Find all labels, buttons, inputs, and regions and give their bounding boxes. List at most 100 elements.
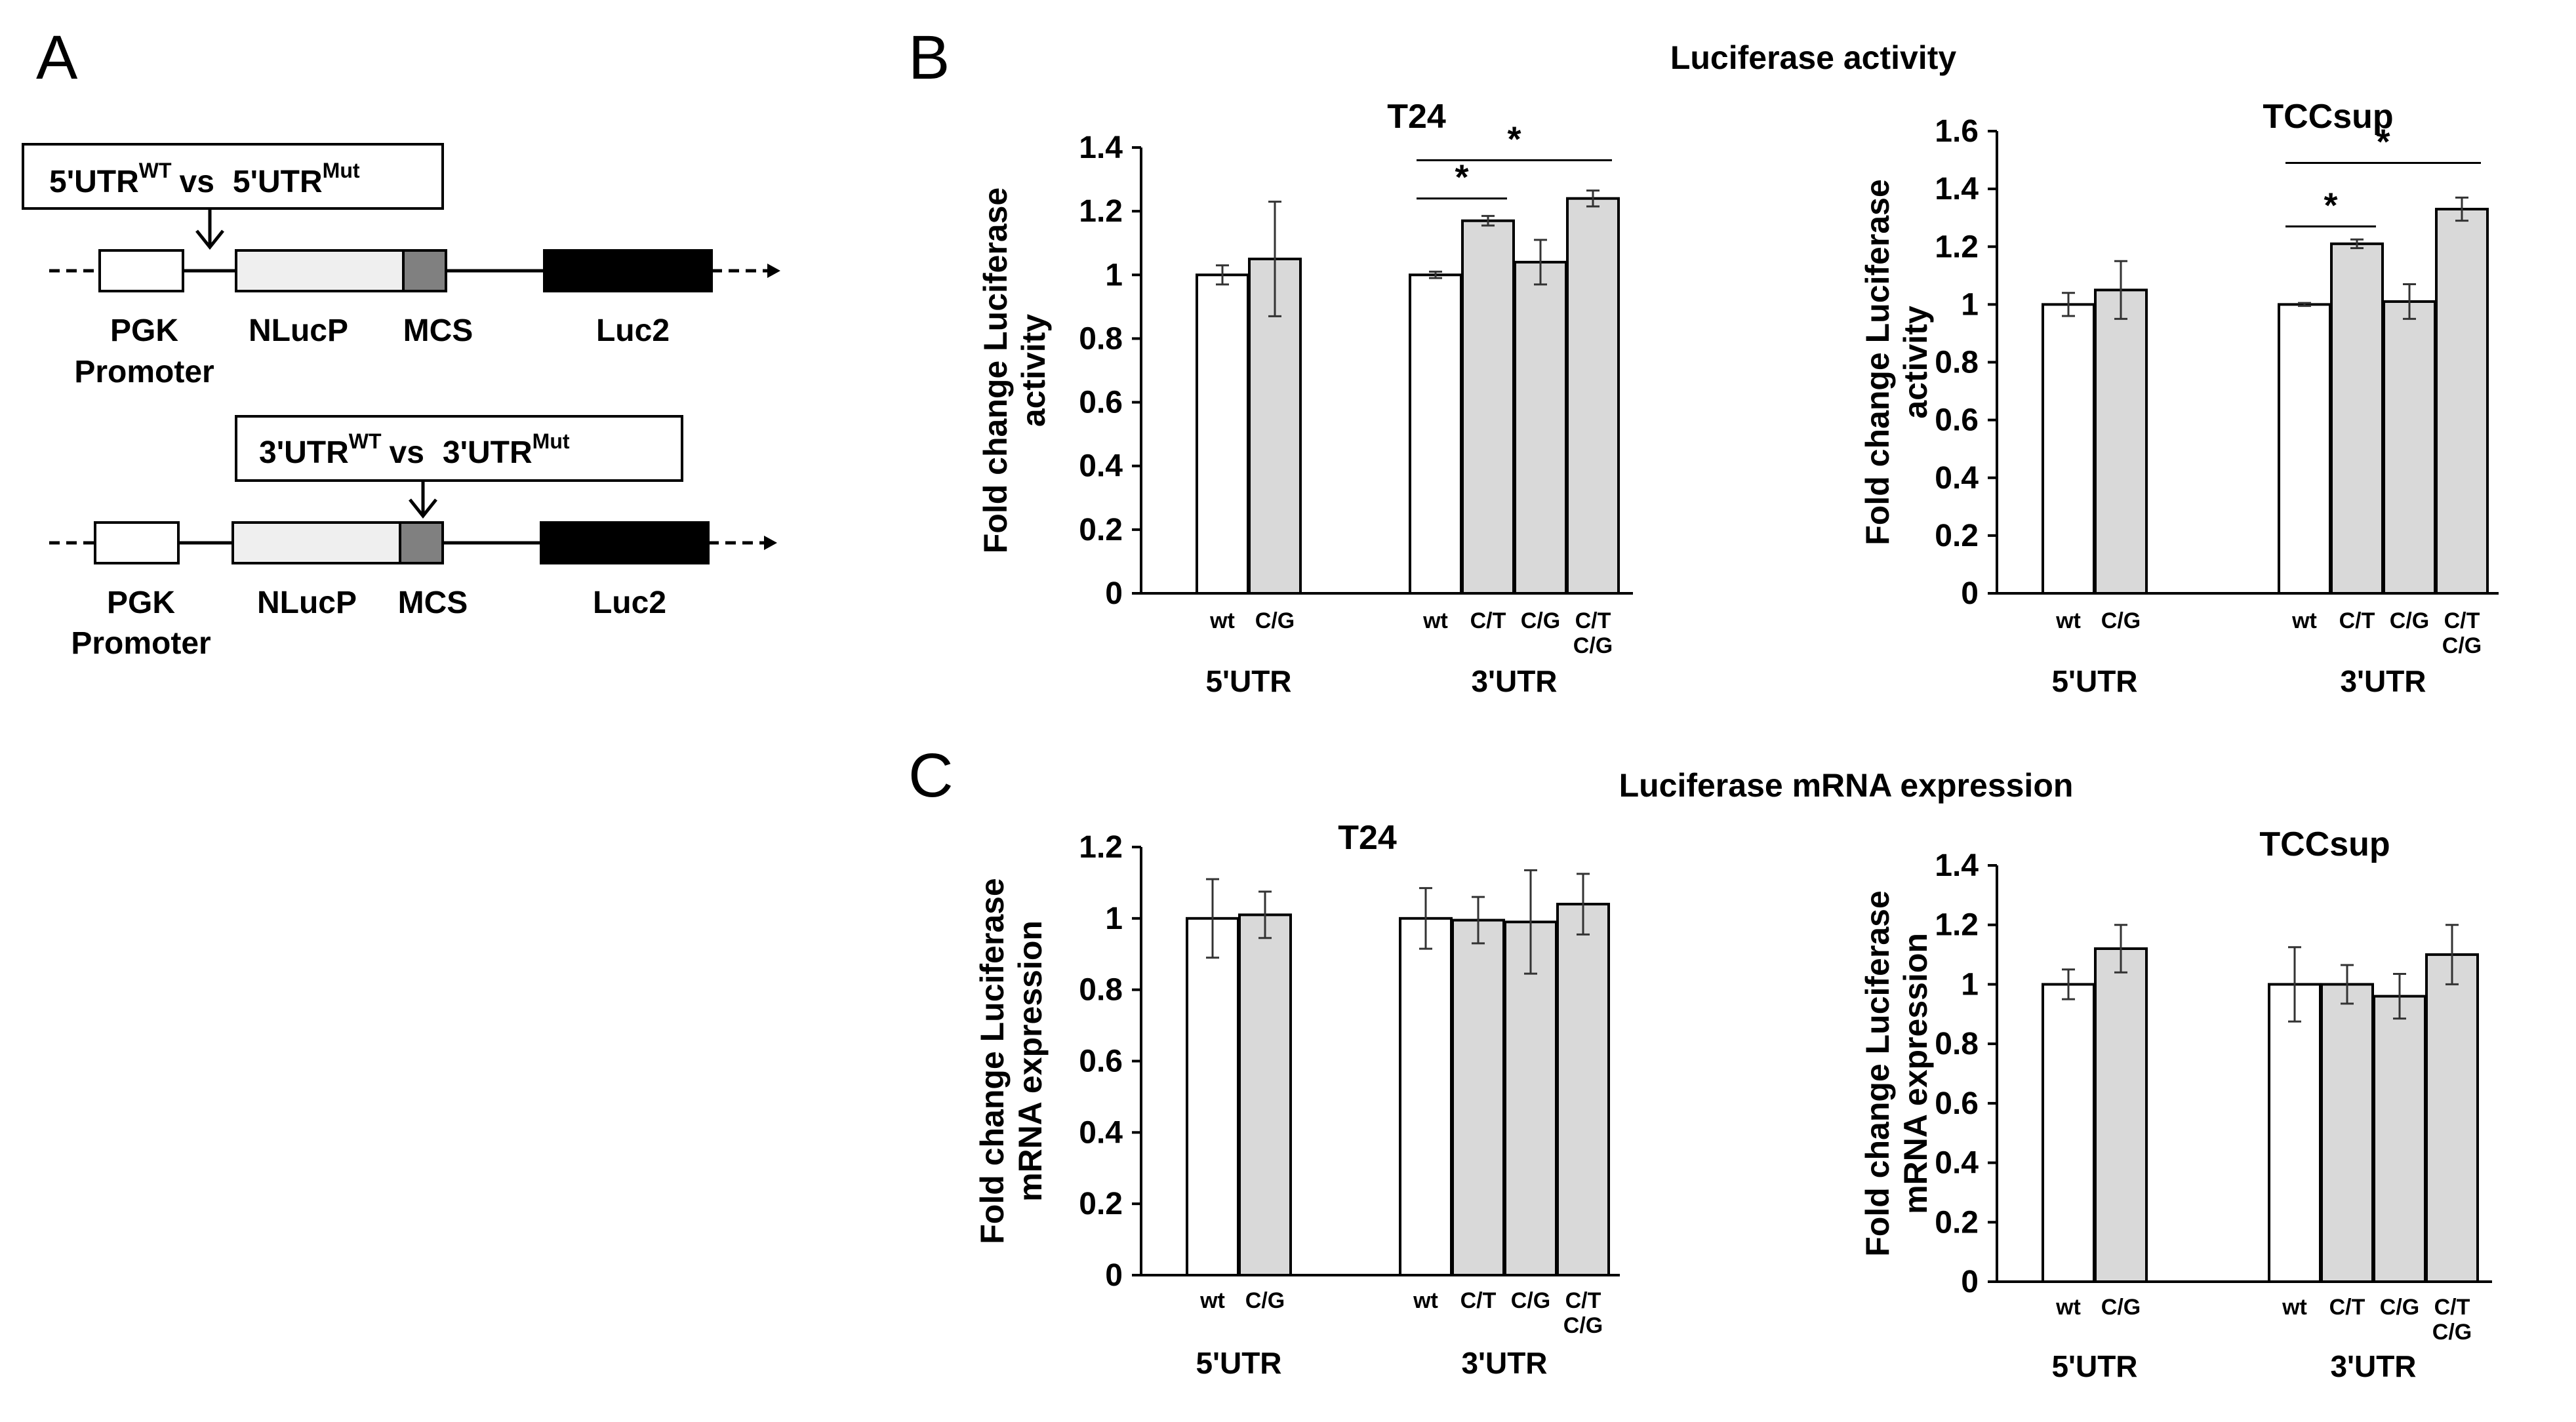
y-axis-label-line: Fold change Luciferase [1859, 890, 1896, 1256]
category-label: C/G [1573, 633, 1613, 658]
label-luc2: Luc2 [596, 313, 670, 348]
y-tick-label: 0 [1961, 576, 1979, 611]
chart-title: TCCsup [2263, 98, 2393, 136]
label-nlucp: NLucP [249, 313, 348, 348]
y-axis-label-line: activity [1897, 306, 1934, 419]
bar [2320, 983, 2374, 1284]
y-tick-label: 1.4 [1079, 130, 1123, 165]
category-label: C/G [1511, 1288, 1550, 1313]
significance-star: * [1455, 158, 1468, 197]
luc2-box [540, 521, 710, 564]
category-label: C/G [1245, 1288, 1285, 1313]
y-tick-label: 1.6 [1935, 114, 1979, 149]
bar [2383, 300, 2436, 595]
y-tick-label: 0 [1105, 1258, 1123, 1293]
category-label: wt [1413, 1288, 1438, 1313]
group-label: 5'UTR [2051, 1349, 2137, 1383]
mutation-label-box [235, 415, 683, 482]
y-tick-label: 0.6 [1079, 385, 1123, 420]
y-tick-label: 0 [1961, 1265, 1979, 1299]
y-tick-label: 1.4 [1935, 848, 1979, 883]
y-tick-label: 0.2 [1079, 1187, 1123, 1221]
y-axis-label: Fold change LuciferasemRNA expression [974, 878, 1049, 1244]
significance-star: * [1507, 119, 1521, 159]
category-label: C/G [2390, 608, 2429, 633]
significance-star: * [2376, 122, 2390, 161]
y-tick-label: 1.2 [1079, 830, 1123, 865]
category-label: C/G [2432, 1320, 2472, 1345]
group-label: 3'UTR [1461, 1346, 1547, 1380]
bar [1504, 920, 1558, 1276]
category-label: C/T [1460, 1288, 1497, 1313]
group-label: 3'UTR [2340, 664, 2426, 698]
y-tick-label: 0.6 [1935, 1086, 1979, 1121]
y-tick-label: 1 [1105, 901, 1123, 936]
group-label: 5'UTR [1205, 664, 1291, 698]
significance-star: * [2324, 186, 2337, 225]
category-label: C/G [1255, 608, 1295, 633]
y-tick-label: 0.2 [1935, 1205, 1979, 1240]
bar [2268, 983, 2322, 1284]
bar [1186, 917, 1239, 1277]
chart-b-tccsup: TCCsup Fold change Luciferaseactivity 0 0.2… [1859, 98, 2499, 698]
category-label: C/T [2329, 1295, 2365, 1320]
category-label: C/T [2444, 608, 2480, 633]
bar [1461, 219, 1515, 595]
category-label: wt [2055, 608, 2081, 633]
bar [1196, 273, 1249, 595]
bar [2094, 947, 2148, 1283]
bar [2435, 207, 2489, 595]
bar [1409, 273, 1462, 595]
y-tick-label: 0.6 [1935, 403, 1979, 438]
category-label: C/T [1565, 1288, 1601, 1313]
category-label: wt [2282, 1295, 2307, 1320]
category-label: C/G [2101, 1295, 2141, 1320]
arrow-head [409, 498, 437, 519]
y-tick-label: 0.4 [1079, 449, 1123, 484]
category-label: C/G [2101, 608, 2141, 633]
y-tick-label: 1 [1105, 258, 1123, 292]
y-tick-label: 1.4 [1935, 172, 1979, 207]
bar [2042, 303, 2095, 595]
pgk-promoter-box [98, 249, 184, 292]
y-tick-label: 1 [1961, 967, 1979, 1002]
category-label: C/T [2339, 608, 2375, 633]
mutation-label-3utr: 3'UTRWT vs 3'UTRMut [259, 429, 570, 470]
mutation-label-5utr: 5'UTRWT vs 5'UTRMut [49, 159, 360, 199]
construct-diagram-3utr: 3'UTRWT vs 3'UTRMut PGK Promoter NLucP MCS… [49, 415, 777, 661]
panel-label-a: A [36, 23, 78, 92]
category-label: wt [2055, 1295, 2081, 1320]
chart-title: T24 [1387, 98, 1446, 136]
category-label: wt [1199, 1288, 1225, 1313]
bar [2278, 303, 2331, 595]
bar [1399, 917, 1453, 1277]
group-label: 3'UTR [2330, 1349, 2416, 1383]
category-label: wt [1422, 608, 1448, 633]
y-tick-label: 0.8 [1079, 321, 1123, 356]
section-title-c: Luciferase mRNA expression [1619, 767, 2074, 804]
y-tick-label: 0.4 [1935, 1146, 1979, 1181]
chart-c-tccsup: TCCsup Fold change LuciferasemRNA express… [1859, 825, 2492, 1383]
category-label: C/G [1521, 608, 1560, 633]
bar [1514, 260, 1567, 595]
group-label: 5'UTR [2051, 664, 2137, 698]
chart-title: T24 [1338, 819, 1397, 857]
nlucp-box [235, 249, 405, 292]
chart-c-t24: T24 Fold change LuciferasemRNA expression… [974, 819, 1620, 1380]
category-label: C/T [1470, 608, 1506, 633]
y-tick-label: 0.2 [1935, 519, 1979, 553]
category-label: C/G [2442, 633, 2482, 658]
mutation-label-box [22, 143, 444, 210]
group-label: 5'UTR [1196, 1346, 1281, 1380]
y-tick-label: 0.8 [1935, 1027, 1979, 1061]
y-axis-label-line: Fold change Luciferase [974, 878, 1011, 1244]
y-tick-label: 0.4 [1935, 461, 1979, 496]
y-axis-label-line: activity [1015, 314, 1052, 427]
category-label: C/T [2434, 1295, 2470, 1320]
chart-b-t24: T24 Fold change Luciferaseactivity 0 0.2 0.4… [977, 98, 1633, 698]
pgk-promoter-box [94, 521, 180, 564]
arrow-head [195, 229, 224, 250]
y-axis-label: Fold change LuciferasemRNA expression [1859, 890, 1934, 1256]
arrow-end [764, 536, 777, 550]
category-label: C/T [1575, 608, 1611, 633]
